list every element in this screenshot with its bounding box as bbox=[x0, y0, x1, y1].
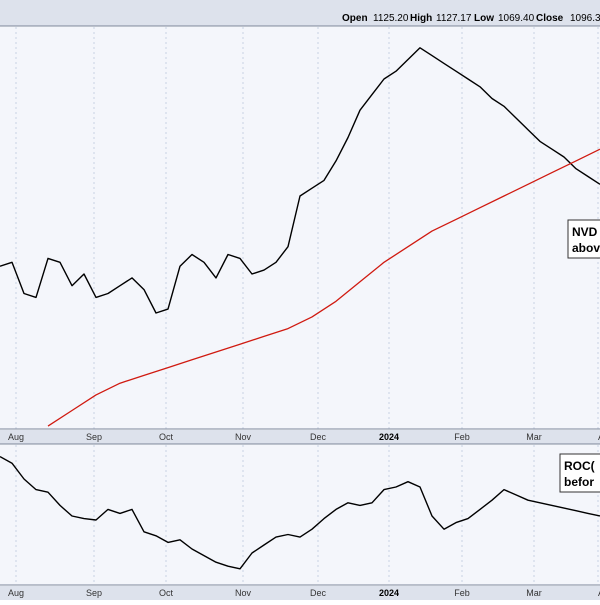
price-x-tick-label: 2024 bbox=[379, 432, 399, 442]
price-x-tick-label: A bbox=[598, 432, 600, 442]
price-x-tick-label: Aug bbox=[8, 432, 24, 442]
roc-annotation: ROC( befor bbox=[559, 453, 600, 493]
ohlc-close-value: 1096.33 bbox=[570, 13, 600, 24]
roc-x-axis: Aug Sep Oct Nov Dec 2024 Feb Mar A bbox=[8, 588, 600, 598]
ohlc-close-label: Close bbox=[536, 13, 564, 24]
ohlc-high-label: High bbox=[410, 13, 432, 24]
price-series-group bbox=[0, 47, 600, 427]
ohlc-open-label: Open bbox=[342, 13, 368, 24]
roc-x-tick-label: Mar bbox=[526, 588, 542, 598]
roc-x-tick-label: A bbox=[598, 588, 600, 598]
roc-panel-grid bbox=[15, 445, 599, 585]
price-x-tick-label: Mar bbox=[526, 432, 542, 442]
roc-x-tick-label: Feb bbox=[454, 588, 470, 598]
ohlc-low-value: 1069.40 bbox=[498, 13, 535, 24]
price-annotation-box bbox=[567, 219, 600, 259]
price-x-tick-label: Sep bbox=[86, 432, 102, 442]
price-moving-average-line bbox=[47, 148, 600, 427]
roc-annotation-line2: befor bbox=[564, 475, 594, 489]
roc-x-tick-label: Aug bbox=[8, 588, 24, 598]
price-annotation-line2: abov bbox=[572, 241, 600, 255]
price-annotation-line1: NVD bbox=[572, 225, 598, 239]
price-panel-bg bbox=[0, 27, 600, 429]
roc-x-tick-label: Sep bbox=[86, 588, 102, 598]
price-x-tick-label: Feb bbox=[454, 432, 470, 442]
roc-annotation-box bbox=[559, 453, 600, 493]
price-x-tick-label: Dec bbox=[310, 432, 327, 442]
roc-x-tick-label: Nov bbox=[235, 588, 252, 598]
ohlc-low-label: Low bbox=[474, 13, 494, 24]
roc-x-tick-label: Oct bbox=[159, 588, 174, 598]
roc-x-tick-label: 2024 bbox=[379, 588, 399, 598]
price-xaxis-band bbox=[0, 430, 600, 444]
price-x-tick-label: Nov bbox=[235, 432, 252, 442]
roc-panel-bg bbox=[0, 445, 600, 585]
roc-x-tick-label: Dec bbox=[310, 588, 327, 598]
ohlc-readout: Open 1125.20 High 1127.17 Low 1069.40 Cl… bbox=[342, 13, 600, 24]
price-price-line bbox=[0, 47, 600, 314]
roc-xaxis-band bbox=[0, 586, 600, 600]
price-annotation: NVD abov bbox=[567, 219, 600, 259]
ohlc-high-value: 1127.17 bbox=[436, 13, 472, 24]
price-x-tick-label: Oct bbox=[159, 432, 174, 442]
header-band bbox=[0, 0, 600, 26]
ohlc-open-value: 1125.20 bbox=[373, 13, 409, 24]
price-x-axis: Aug Sep Oct Nov Dec 2024 Feb Mar A bbox=[8, 432, 600, 442]
roc-roc-line bbox=[0, 455, 600, 570]
roc-annotation-line1: ROC( bbox=[564, 459, 595, 473]
roc-series-group bbox=[0, 455, 600, 570]
